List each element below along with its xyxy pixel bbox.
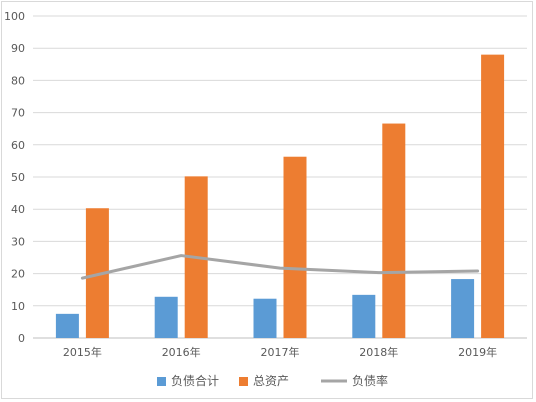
legend-swatch (239, 377, 248, 386)
gridlines (33, 15, 527, 339)
line-series (80, 254, 480, 280)
x-axis: 2015年 2016年 2017年 2018年 2019年 (63, 345, 497, 359)
y-tick-label: 50 (11, 171, 25, 184)
y-tick-label: 10 (11, 300, 25, 313)
bar-total-assets (481, 54, 505, 338)
bar-liabilities (154, 296, 178, 338)
y-tick-label: 100 (4, 10, 25, 23)
x-tick-label: 2016年 (162, 345, 201, 359)
y-tick-label: 0 (18, 332, 25, 345)
bar-liabilities (253, 298, 277, 338)
bar-liabilities (451, 279, 475, 338)
y-tick-label: 30 (11, 235, 25, 248)
y-tick-label: 40 (11, 203, 25, 216)
x-tick-label: 2015年 (63, 345, 102, 359)
watermark: 头条 @欧成聊股 (428, 372, 532, 389)
x-tick-label: 2019年 (458, 345, 497, 359)
legend-label: 负债合计 (171, 373, 219, 388)
y-tick-label: 60 (11, 139, 25, 152)
legend-label: 总资产 (253, 374, 289, 388)
bar-liabilities (352, 294, 376, 338)
y-tick-label: 20 (11, 268, 25, 281)
bar-total-assets (85, 208, 109, 338)
bar-total-assets (283, 156, 307, 338)
y-tick-label: 70 (11, 107, 25, 120)
line-debt-ratio (80, 254, 480, 280)
y-tick-label: 90 (11, 42, 25, 55)
x-tick-label: 2017年 (261, 345, 300, 359)
y-tick-label: 80 (11, 74, 25, 87)
legend-label: 负债率 (352, 373, 388, 388)
x-tick-label: 2018年 (359, 345, 398, 359)
bar-liabilities (55, 313, 79, 338)
legend-swatch (157, 377, 166, 386)
y-axis: 0 10 20 30 40 50 60 70 80 90 100 (4, 10, 25, 345)
legend: 负债合计 总资产 负债率 (157, 373, 388, 388)
bars (55, 54, 505, 338)
bar-total-assets (382, 123, 406, 338)
